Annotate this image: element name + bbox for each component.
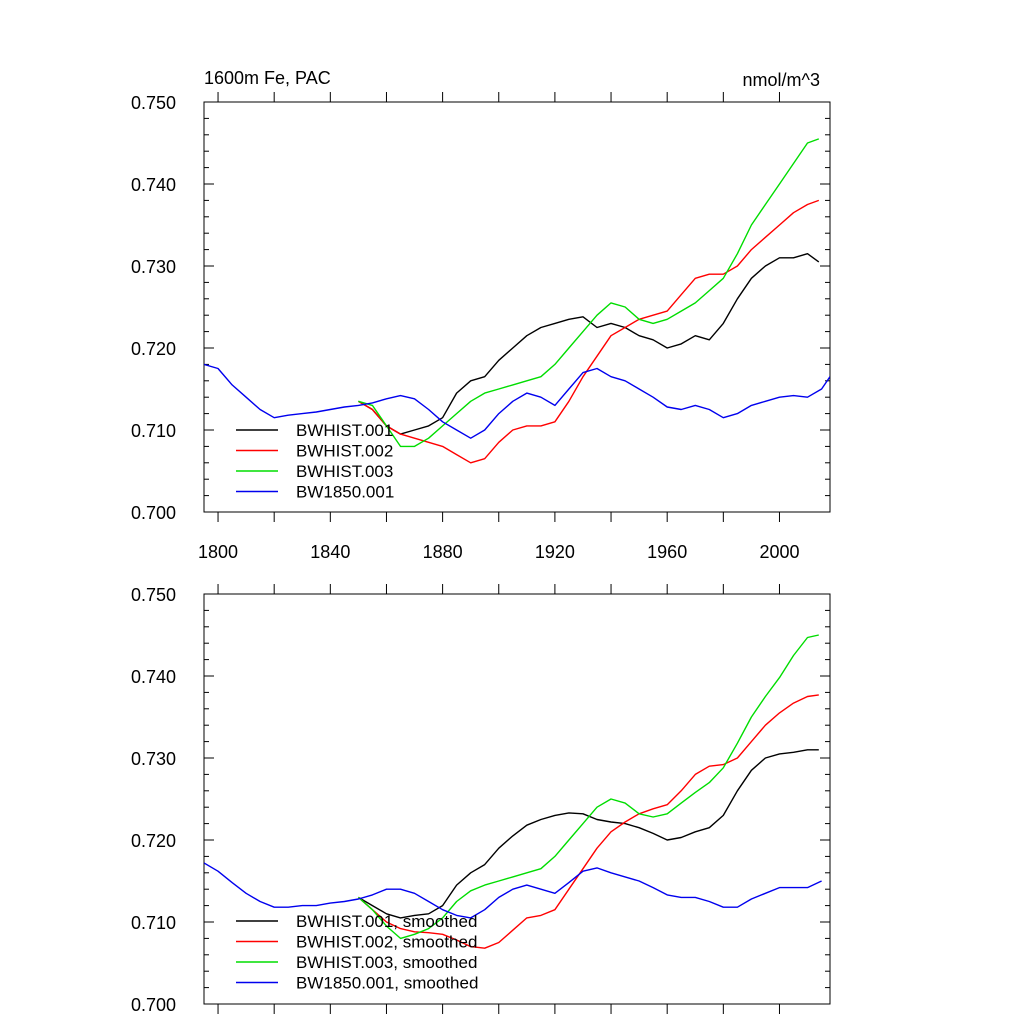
y-tick-label: 0.740 (131, 175, 176, 195)
bottom-panel: 0.700 0.710 0.720 0.730 0.740 0.750 BWHIST.001… (131, 584, 831, 1015)
series-line-bwhist-001-smoothed (358, 749, 819, 919)
series-line-bwhist-003-smoothed (357, 634, 819, 940)
plot-frame (203, 593, 831, 1005)
series-line-bw1850-001 (204, 363, 830, 439)
series-line-bwhist-002-smoothed (357, 694, 819, 949)
x-tick-label: 1840 (310, 542, 350, 562)
legend-label: BWHIST.001, smoothed (296, 912, 477, 931)
x-tick-label: 1880 (423, 542, 463, 562)
series-line-bwhist-001 (358, 252, 820, 435)
y-tick-label: 0.710 (131, 913, 176, 933)
legend-label: BWHIST.002, smoothed (296, 933, 477, 952)
y-tick-label: 0.720 (131, 339, 176, 359)
y-tick-label: 0.730 (131, 749, 176, 769)
y-tick-label: 0.720 (131, 831, 176, 851)
x-tick-label: 1960 (647, 542, 687, 562)
y-tick-label: 0.750 (131, 93, 176, 113)
series-line-bw1850-001-smoothed (204, 862, 822, 919)
y-tick-label: 0.700 (131, 995, 176, 1015)
top-panel-title-right: nmol/m^3 (743, 70, 820, 90)
x-tick-label: 2000 (759, 542, 799, 562)
y-tick-label: 0.750 (131, 585, 176, 605)
y-tick-label: 0.700 (131, 503, 176, 523)
legend-label: BW1850.001 (296, 483, 394, 502)
top-panel: 1600m Fe, PAC nmol/m^3 0.700 0.710 0.720 0.… (131, 68, 831, 562)
series-line-bwhist-002 (358, 199, 820, 464)
legend-label: BW1850.001, smoothed (296, 974, 478, 993)
plot-frame (203, 101, 831, 513)
legend-label: BWHIST.002 (296, 442, 393, 461)
y-tick-label: 0.740 (131, 667, 176, 687)
legend-label: BWHIST.003 (296, 462, 393, 481)
top-panel-title-left: 1600m Fe, PAC (204, 68, 331, 88)
legend-label: BWHIST.001 (296, 421, 393, 440)
x-tick-label: 1800 (198, 542, 238, 562)
legend-label: BWHIST.003, smoothed (296, 953, 477, 972)
x-tick-label: 1920 (535, 542, 575, 562)
y-tick-label: 0.710 (131, 421, 176, 441)
series-line-bwhist-003 (358, 138, 820, 448)
y-tick-label: 0.730 (131, 257, 176, 277)
